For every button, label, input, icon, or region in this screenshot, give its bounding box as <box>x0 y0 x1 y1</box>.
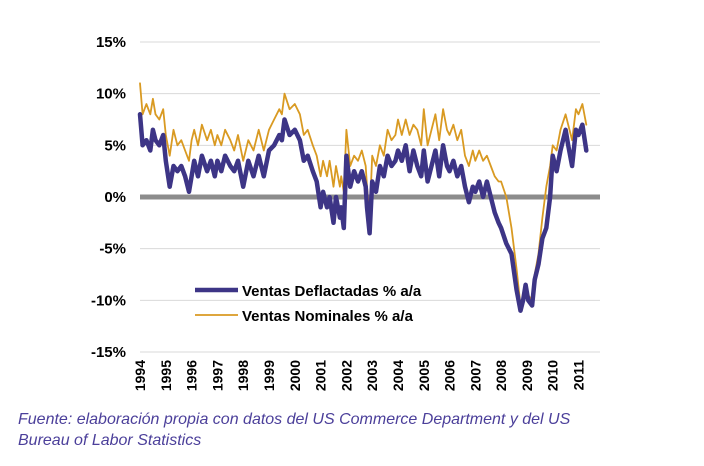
y-tick-label: -5% <box>99 241 126 258</box>
x-tick-label: 1998 <box>235 360 251 391</box>
y-tick-label: 0% <box>104 189 126 206</box>
x-tick-label: 2002 <box>338 360 354 391</box>
chart: 15%10%5%0%-5%-10%-15% 1994 1995 1996 1997 19… <box>91 34 600 391</box>
x-tick-label: 2009 <box>519 360 535 391</box>
x-tick-label: 2006 <box>442 360 458 391</box>
x-axis: 1994 1995 1996 1997 1998 1999 2000 2001 2002 2003… <box>132 360 587 391</box>
y-tick-label: 10% <box>96 86 126 103</box>
y-axis: 15% 10% 5% 0% -5% -10% -15% <box>91 34 126 361</box>
x-tick-label: 2003 <box>364 360 380 391</box>
x-tick-label: 1996 <box>184 360 200 391</box>
x-tick-label: 2011 <box>571 360 587 391</box>
series-line-deflactadas <box>137 112 589 313</box>
caption-line-2: Bureau of Labor Statistics <box>18 432 202 449</box>
x-tick-label: 2004 <box>390 360 406 391</box>
plot-area <box>137 82 589 313</box>
x-tick-label: 2001 <box>313 360 329 391</box>
x-tick-label: 2010 <box>545 360 561 391</box>
x-tick-label: 1997 <box>209 360 225 391</box>
legend: Ventas Deflactadas % a/a Ventas Nominale… <box>195 283 422 325</box>
x-tick-label: 1999 <box>261 360 277 391</box>
series-line-nominales <box>139 82 588 307</box>
y-tick-label: -10% <box>91 292 126 309</box>
y-tick-label: 5% <box>104 137 126 154</box>
y-tick-label: 15% <box>96 34 126 51</box>
y-tick-label: -15% <box>91 344 126 361</box>
gridlines <box>140 41 600 353</box>
x-tick-label: 2000 <box>287 360 303 391</box>
legend-label-nominales: Ventas Nominales % a/a <box>242 308 414 325</box>
x-tick-label: 2005 <box>416 360 432 391</box>
legend-label-deflactadas: Ventas Deflactadas % a/a <box>242 283 422 300</box>
caption-line-1: Fuente: elaboración propia con datos del… <box>18 411 571 428</box>
x-tick-label: 1994 <box>132 360 148 391</box>
x-tick-label: 2007 <box>467 360 483 391</box>
source-caption: Fuente: elaboración propia con datos del… <box>18 409 698 451</box>
x-tick-label: 2008 <box>493 360 509 391</box>
x-tick-label: 1995 <box>158 360 174 391</box>
